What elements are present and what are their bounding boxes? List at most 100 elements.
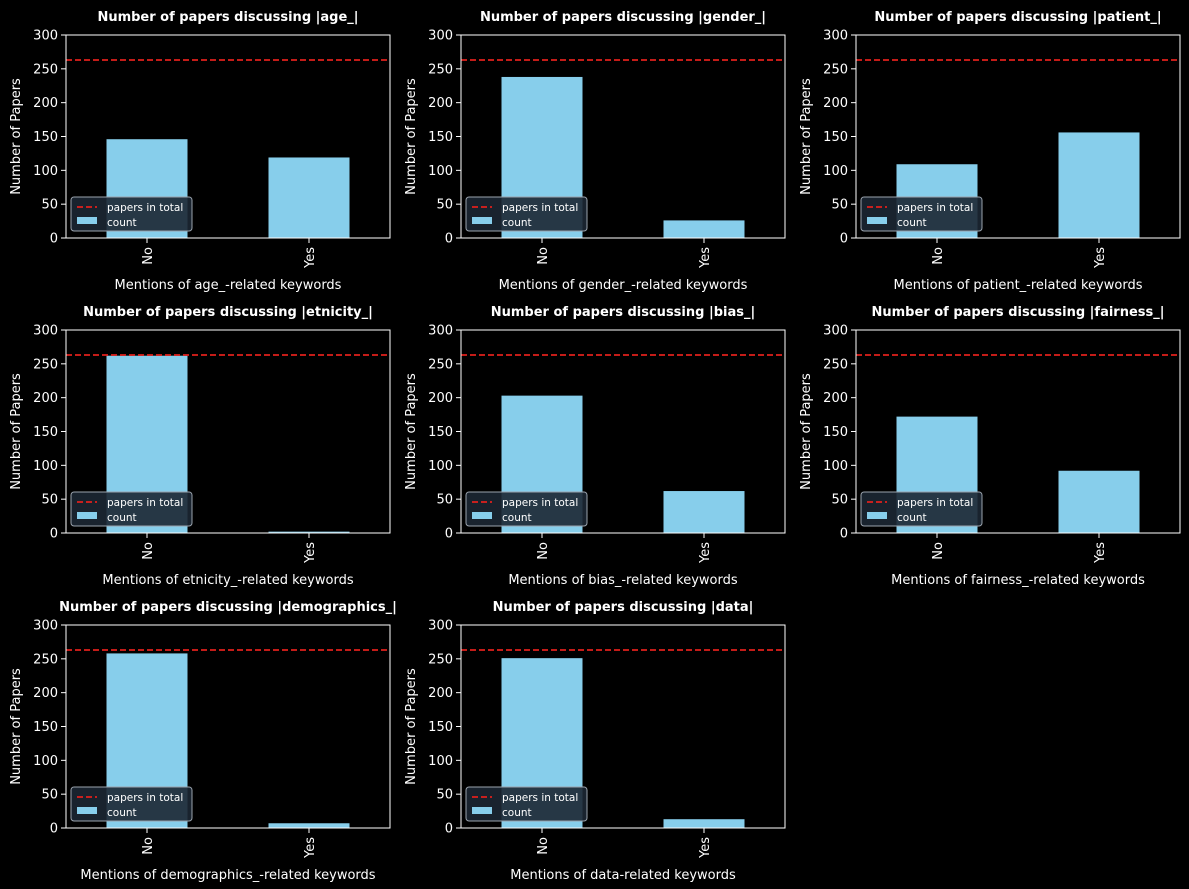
- bar-yes: [663, 220, 745, 238]
- subplot-title: Number of papers discussing |fairness_|: [871, 305, 1164, 320]
- x-axis-label: Mentions of data-related keywords: [510, 868, 736, 883]
- y-axis-label: Number of Papers: [9, 373, 24, 490]
- y-tick-label: 50: [831, 198, 848, 213]
- y-tick-label: 200: [33, 96, 58, 111]
- legend-box: [465, 196, 588, 232]
- y-tick-label: 200: [823, 96, 848, 111]
- x-tick-label: Yes: [303, 247, 318, 269]
- legend-box: [70, 786, 193, 822]
- x-tick-label: No: [141, 837, 156, 855]
- x-axis-label: Mentions of etnicity_-related keywords: [102, 573, 353, 588]
- y-tick-label: 50: [436, 788, 453, 803]
- y-tick-label: 200: [33, 391, 58, 406]
- subplot-6: Number of papers discussing |fairness_| N…: [799, 305, 1181, 588]
- legend-label-total: papers in total: [502, 497, 578, 509]
- y-tick-label: 250: [823, 62, 848, 77]
- x-axis-label: Mentions of fairness_-related keywords: [891, 573, 1145, 588]
- y-tick-label: 200: [428, 96, 453, 111]
- legend-box: [465, 491, 588, 527]
- subplot-title: Number of papers discussing |age_|: [97, 10, 358, 25]
- y-tick-label: 100: [428, 164, 453, 179]
- x-tick-label: Yes: [303, 542, 318, 564]
- y-tick-label: 300: [428, 29, 453, 44]
- legend-box: [70, 491, 193, 527]
- legend: papers in total count: [70, 786, 193, 822]
- y-tick-label: 0: [840, 527, 848, 542]
- y-tick-label: 50: [436, 493, 453, 508]
- subplot-4: Number of papers discussing |etnicity_| N…: [9, 305, 391, 588]
- y-tick-label: 50: [831, 493, 848, 508]
- legend-label-count: count: [897, 217, 927, 229]
- y-tick-label: 250: [428, 62, 453, 77]
- y-tick-label: 100: [428, 459, 453, 474]
- y-tick-label: 250: [33, 357, 58, 372]
- subplot-title: Number of papers discussing |data|: [493, 600, 754, 615]
- y-tick-label: 200: [33, 686, 58, 701]
- legend: papers in total count: [860, 196, 983, 232]
- y-tick-label: 0: [445, 822, 453, 837]
- legend: papers in total count: [465, 786, 588, 822]
- y-axis-label: Number of Papers: [404, 373, 419, 490]
- y-tick-label: 150: [33, 425, 58, 440]
- legend-box: [860, 491, 983, 527]
- x-tick-label: No: [141, 247, 156, 265]
- x-tick-label: Yes: [1093, 247, 1108, 269]
- x-tick-label: Yes: [698, 542, 713, 564]
- bar-yes: [663, 491, 745, 533]
- y-tick-label: 50: [41, 198, 58, 213]
- y-tick-label: 0: [445, 232, 453, 247]
- y-tick-label: 150: [823, 425, 848, 440]
- y-tick-label: 50: [436, 198, 453, 213]
- legend-label-total: papers in total: [107, 792, 183, 804]
- y-tick-label: 0: [840, 232, 848, 247]
- y-tick-label: 0: [50, 232, 58, 247]
- y-axis-label: Number of Papers: [799, 78, 814, 195]
- legend-swatch-bar: [77, 807, 97, 814]
- legend-box: [860, 196, 983, 232]
- subplot-title: Number of papers discussing |demographic…: [59, 600, 397, 615]
- legend-box: [70, 196, 193, 232]
- legend: papers in total count: [465, 196, 588, 232]
- x-tick-label: Yes: [1093, 542, 1108, 564]
- y-tick-label: 250: [823, 357, 848, 372]
- y-tick-label: 100: [823, 164, 848, 179]
- bar-yes: [268, 157, 350, 238]
- y-tick-label: 300: [428, 619, 453, 634]
- x-tick-label: Yes: [698, 247, 713, 269]
- x-tick-label: No: [536, 542, 551, 560]
- y-tick-label: 300: [823, 29, 848, 44]
- y-axis-label: Number of Papers: [404, 78, 419, 195]
- subplot-3: Number of papers discussing |patient_| No…: [799, 10, 1181, 293]
- x-axis-label: Mentions of patient_-related keywords: [894, 278, 1143, 293]
- subplot-5: Number of papers discussing |bias_| No Yes…: [404, 305, 786, 588]
- subplot-title: Number of papers discussing |etnicity_|: [83, 305, 373, 320]
- legend-swatch-bar: [472, 217, 492, 224]
- x-tick-label: Yes: [303, 837, 318, 859]
- subplot-title: Number of papers discussing |patient_|: [874, 10, 1161, 25]
- y-tick-label: 100: [428, 754, 453, 769]
- subplot-1: Number of papers discussing |age_| No Yes 0…: [9, 10, 391, 293]
- legend-label-count: count: [897, 512, 927, 524]
- y-tick-label: 250: [428, 652, 453, 667]
- x-tick-label: No: [536, 837, 551, 855]
- x-tick-label: No: [141, 542, 156, 560]
- legend-label-total: papers in total: [107, 497, 183, 509]
- y-tick-label: 300: [823, 324, 848, 339]
- subplot-title: Number of papers discussing |gender_|: [480, 10, 766, 25]
- y-tick-label: 50: [41, 788, 58, 803]
- y-tick-label: 100: [823, 459, 848, 474]
- y-tick-label: 0: [50, 527, 58, 542]
- bar-yes: [268, 823, 350, 828]
- y-tick-label: 250: [428, 357, 453, 372]
- y-tick-label: 0: [445, 527, 453, 542]
- y-tick-label: 150: [428, 130, 453, 145]
- y-tick-label: 100: [33, 459, 58, 474]
- legend-label-count: count: [107, 217, 137, 229]
- x-tick-label: No: [931, 542, 946, 560]
- subplot-title: Number of papers discussing |bias_|: [491, 305, 755, 320]
- y-tick-label: 200: [823, 391, 848, 406]
- y-tick-label: 250: [33, 62, 58, 77]
- y-axis-label: Number of Papers: [404, 668, 419, 785]
- legend: papers in total count: [465, 491, 588, 527]
